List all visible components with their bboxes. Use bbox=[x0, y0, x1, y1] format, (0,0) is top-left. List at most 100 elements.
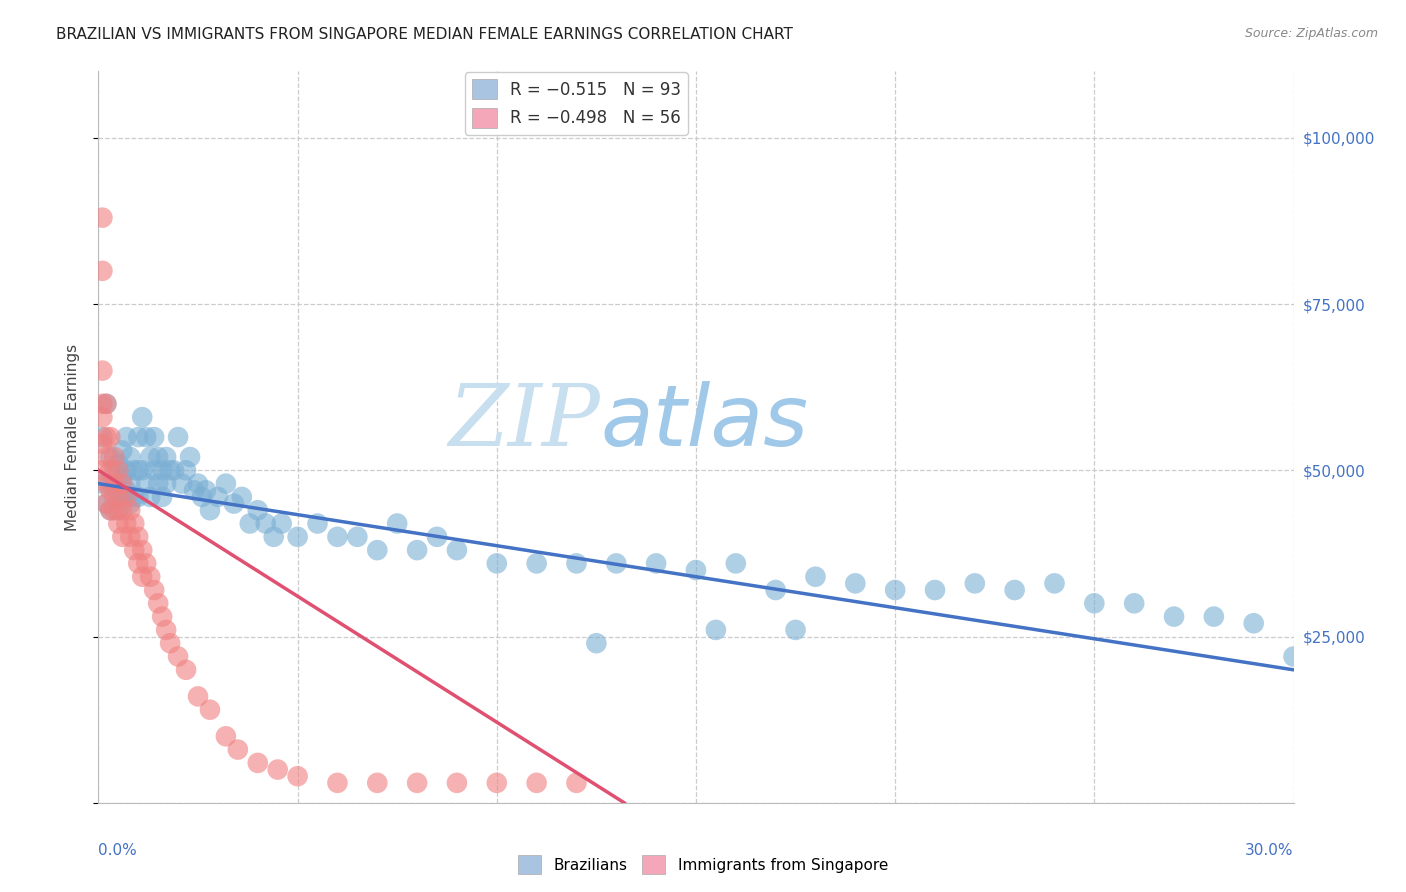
Point bbox=[765, 582, 787, 597]
Point bbox=[155, 450, 177, 464]
Point bbox=[1243, 616, 1265, 631]
Point bbox=[96, 497, 118, 511]
Point bbox=[326, 776, 349, 790]
Point bbox=[127, 557, 149, 571]
Y-axis label: Median Female Earnings: Median Female Earnings bbox=[65, 343, 80, 531]
Legend: R = −0.515   N = 93, R = −0.498   N = 56: R = −0.515 N = 93, R = −0.498 N = 56 bbox=[465, 72, 688, 135]
Point bbox=[150, 490, 173, 504]
Point bbox=[565, 557, 588, 571]
Point bbox=[191, 490, 214, 504]
Point bbox=[215, 729, 238, 743]
Point bbox=[120, 503, 142, 517]
Point bbox=[91, 436, 114, 450]
Point bbox=[139, 450, 162, 464]
Point bbox=[96, 397, 118, 411]
Point bbox=[111, 443, 134, 458]
Point bbox=[155, 623, 177, 637]
Point bbox=[366, 543, 388, 558]
Point bbox=[198, 503, 221, 517]
Point bbox=[366, 776, 388, 790]
Point bbox=[98, 503, 122, 517]
Point bbox=[91, 430, 114, 444]
Point bbox=[103, 476, 125, 491]
Point bbox=[96, 397, 118, 411]
Point bbox=[1083, 596, 1105, 610]
Point bbox=[485, 557, 508, 571]
Point bbox=[120, 450, 142, 464]
Point bbox=[704, 623, 727, 637]
Point bbox=[124, 516, 146, 531]
Point bbox=[239, 516, 262, 531]
Point bbox=[120, 476, 142, 491]
Point bbox=[107, 503, 129, 517]
Point bbox=[103, 463, 125, 477]
Point bbox=[124, 463, 146, 477]
Point bbox=[172, 476, 194, 491]
Point bbox=[91, 463, 114, 477]
Point bbox=[226, 742, 249, 756]
Point bbox=[307, 516, 329, 531]
Point bbox=[183, 483, 205, 498]
Point bbox=[107, 516, 129, 531]
Point bbox=[115, 516, 138, 531]
Point bbox=[91, 363, 114, 377]
Point bbox=[159, 463, 181, 477]
Point bbox=[844, 576, 866, 591]
Point bbox=[446, 543, 468, 558]
Point bbox=[139, 490, 162, 504]
Point bbox=[127, 463, 149, 477]
Point bbox=[246, 756, 269, 770]
Point bbox=[107, 457, 129, 471]
Point bbox=[127, 430, 149, 444]
Point bbox=[724, 557, 747, 571]
Legend: Brazilians, Immigrants from Singapore: Brazilians, Immigrants from Singapore bbox=[512, 849, 894, 880]
Point bbox=[231, 490, 253, 504]
Point bbox=[115, 463, 138, 477]
Point bbox=[270, 516, 292, 531]
Point bbox=[326, 530, 349, 544]
Point bbox=[1163, 609, 1185, 624]
Point bbox=[605, 557, 627, 571]
Point bbox=[406, 776, 429, 790]
Point bbox=[103, 503, 125, 517]
Point bbox=[198, 703, 221, 717]
Point bbox=[526, 557, 548, 571]
Point bbox=[148, 476, 170, 491]
Point bbox=[139, 570, 162, 584]
Point bbox=[187, 476, 209, 491]
Point bbox=[96, 430, 118, 444]
Point bbox=[103, 490, 125, 504]
Point bbox=[148, 450, 170, 464]
Point bbox=[924, 582, 946, 597]
Text: ZIP: ZIP bbox=[449, 381, 600, 464]
Point bbox=[963, 576, 986, 591]
Point bbox=[131, 570, 153, 584]
Point bbox=[222, 497, 245, 511]
Point bbox=[174, 663, 197, 677]
Point bbox=[287, 530, 309, 544]
Point bbox=[115, 490, 138, 504]
Point bbox=[135, 557, 157, 571]
Point bbox=[1043, 576, 1066, 591]
Point bbox=[148, 596, 170, 610]
Text: atlas: atlas bbox=[600, 381, 808, 464]
Text: BRAZILIAN VS IMMIGRANTS FROM SINGAPORE MEDIAN FEMALE EARNINGS CORRELATION CHART: BRAZILIAN VS IMMIGRANTS FROM SINGAPORE M… bbox=[56, 27, 793, 42]
Point bbox=[120, 497, 142, 511]
Text: 0.0%: 0.0% bbox=[98, 843, 138, 858]
Point bbox=[98, 430, 122, 444]
Point bbox=[103, 450, 125, 464]
Point bbox=[98, 463, 122, 477]
Point bbox=[446, 776, 468, 790]
Point bbox=[254, 516, 277, 531]
Point bbox=[1282, 649, 1305, 664]
Point bbox=[131, 543, 153, 558]
Point bbox=[195, 483, 218, 498]
Point bbox=[111, 530, 134, 544]
Point bbox=[143, 430, 166, 444]
Point bbox=[91, 397, 114, 411]
Point bbox=[207, 490, 229, 504]
Point bbox=[107, 463, 129, 477]
Point bbox=[111, 470, 134, 484]
Point bbox=[150, 463, 173, 477]
Point bbox=[1004, 582, 1026, 597]
